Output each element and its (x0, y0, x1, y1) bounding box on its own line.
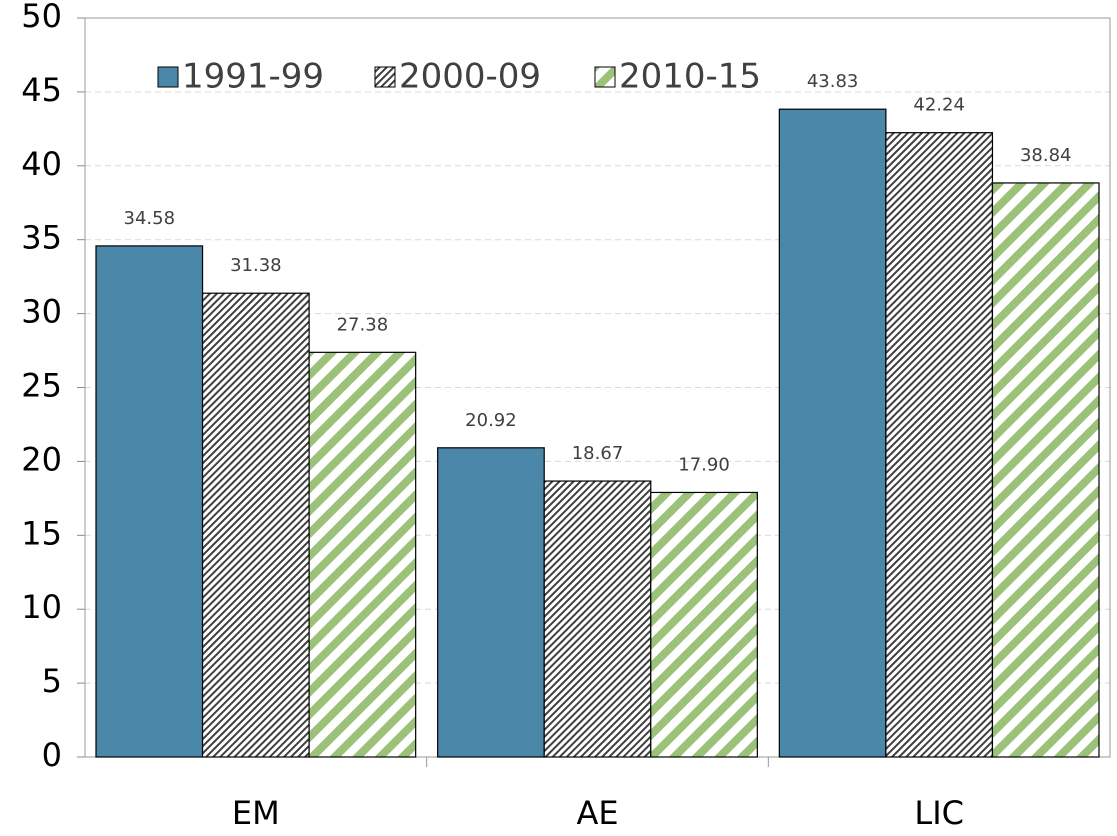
y-tick-label: 30 (21, 293, 62, 331)
legend-swatch (594, 66, 616, 88)
y-tick-label: 20 (21, 440, 62, 478)
bar (778, 108, 887, 758)
legend-swatch (157, 66, 179, 88)
y-tick-label: 10 (21, 588, 62, 626)
bar (543, 480, 652, 758)
bar (885, 132, 994, 758)
value-label: 31.38 (230, 255, 282, 276)
y-tick-label: 35 (21, 219, 62, 257)
bar (650, 491, 758, 758)
value-label: 43.83 (807, 71, 859, 92)
value-label: 42.24 (913, 95, 965, 116)
value-label: 34.58 (124, 208, 176, 229)
y-tick-label: 50 (21, 0, 62, 35)
y-tick-label: 45 (21, 71, 62, 109)
bar (308, 351, 417, 758)
bar (201, 292, 310, 758)
value-label: 38.84 (1020, 145, 1072, 166)
value-label: 20.92 (465, 410, 517, 431)
x-tick-label: LIC (914, 794, 964, 832)
x-tick-label: EM (232, 794, 280, 832)
y-tick-label: 5 (42, 662, 62, 700)
bar (991, 182, 1100, 758)
legend-label: 2010-15 (619, 57, 761, 97)
y-tick-label: 40 (21, 145, 62, 183)
value-label: 18.67 (572, 443, 624, 464)
value-label: 27.38 (337, 314, 389, 335)
y-tick-label: 0 (42, 736, 62, 774)
bar (437, 447, 545, 758)
legend-label: 1991-99 (182, 57, 324, 97)
y-tick-label: 15 (21, 514, 62, 552)
legend-swatch (374, 66, 396, 88)
x-tick-label: AE (576, 794, 618, 832)
legend-label: 2000-09 (399, 57, 541, 97)
y-tick-label: 25 (21, 367, 62, 405)
bar (95, 245, 204, 758)
value-label: 17.90 (678, 454, 730, 475)
